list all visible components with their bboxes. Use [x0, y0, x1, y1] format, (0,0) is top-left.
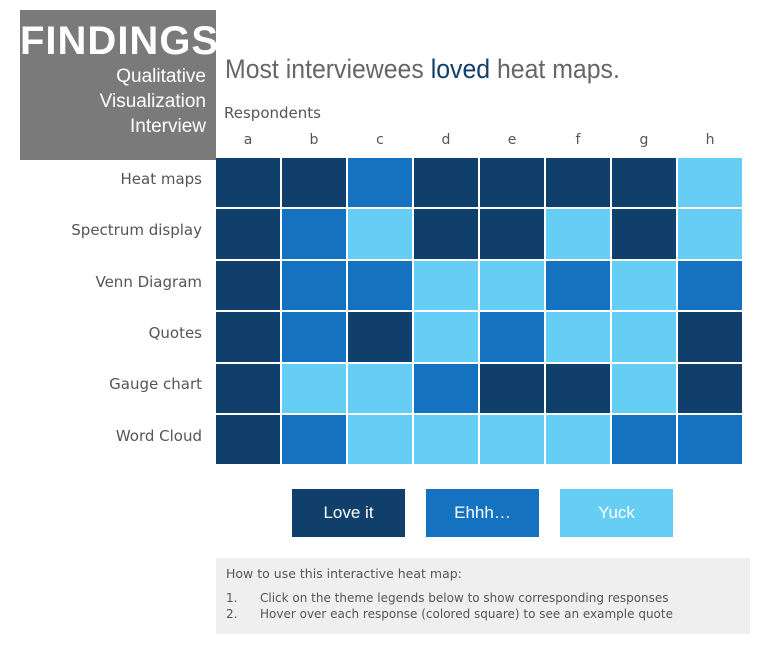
heatmap-cell-1-f[interactable] — [546, 158, 610, 208]
row-label: Heat maps — [120, 169, 203, 188]
findings-subtitle-line-2: Visualization — [99, 91, 206, 112]
column-label-h: h — [705, 132, 715, 148]
findings-panel: FINDINGS Qualitative Visualization Inter… — [20, 10, 220, 160]
row-label: Quotes — [148, 323, 202, 342]
legend-ehhh-button[interactable]: Ehhh… — [426, 489, 539, 537]
instructions-title: How to use this interactive heat map: — [226, 566, 462, 581]
heatmap-cell-4-b[interactable] — [282, 312, 346, 362]
heatmap-cell-2-c[interactable] — [348, 209, 412, 259]
headline-text-end: heat maps. — [490, 54, 620, 84]
heatmap-cell-5-a[interactable] — [216, 363, 280, 413]
column-label-c: c — [376, 132, 384, 148]
heatmap-cell-6-e[interactable] — [480, 415, 544, 465]
heatmap-cell-1-c[interactable] — [348, 158, 412, 208]
instruction-number: 2. — [226, 607, 238, 621]
row-label: Spectrum display — [71, 221, 202, 240]
heatmap-cell-4-c[interactable] — [348, 312, 412, 362]
legend-yuck-button[interactable]: Yuck — [560, 489, 673, 537]
heatmap-cell-3-h[interactable] — [678, 260, 742, 311]
column-label-g: g — [639, 132, 649, 148]
column-label-a: a — [243, 132, 253, 148]
column-label-d: d — [441, 132, 451, 148]
heatmap-cell-5-b[interactable] — [282, 363, 346, 413]
column-label-f: f — [575, 132, 581, 148]
row-label: Venn Diagram — [95, 272, 202, 291]
heatmap-cell-3-a[interactable] — [216, 260, 280, 311]
heatmap-cell-3-d[interactable] — [414, 260, 478, 311]
findings-title: FINDINGS — [20, 19, 220, 63]
heatmap-cell-5-c[interactable] — [348, 363, 412, 413]
headline-accent: loved — [430, 54, 491, 84]
row-label: Word Cloud — [115, 426, 202, 445]
heatmap-cell-6-c[interactable] — [348, 415, 412, 465]
heatmap-cell-6-a[interactable] — [216, 415, 280, 465]
heatmap-cell-2-d[interactable] — [414, 209, 478, 259]
x-axis-label: Respondents — [224, 104, 321, 122]
heatmap-cell-1-g[interactable] — [612, 158, 676, 208]
heatmap-cell-4-f[interactable] — [546, 312, 610, 362]
heatmap-cell-3-g[interactable] — [612, 260, 676, 311]
heatmap-cell-6-d[interactable] — [414, 415, 478, 465]
heatmap-cell-5-f[interactable] — [546, 363, 610, 413]
heatmap-cell-4-d[interactable] — [414, 312, 478, 362]
heatmap-cell-6-f[interactable] — [546, 415, 610, 465]
heatmap-cell-5-g[interactable] — [612, 363, 676, 413]
findings-subtitle-line-3: Interview — [129, 116, 206, 137]
heatmap-cell-3-f[interactable] — [546, 260, 610, 311]
heatmap-cell-6-b[interactable] — [282, 415, 346, 465]
heatmap-cell-4-g[interactable] — [612, 312, 676, 362]
instruction-text: Click on the theme legends below to show… — [260, 591, 669, 605]
heatmap-cell-3-c[interactable] — [348, 260, 412, 311]
headline-text-start: Most interviewees — [225, 54, 431, 84]
heatmap-cell-4-e[interactable] — [480, 312, 544, 362]
heatmap-cell-3-b[interactable] — [282, 260, 346, 311]
heatmap-cell-4-a[interactable] — [216, 312, 280, 362]
findings-subtitle-line-1: Qualitative — [116, 66, 206, 87]
heatmap-cell-6-h[interactable] — [678, 415, 742, 465]
row-label: Gauge chart — [109, 375, 202, 394]
heatmap-cell-3-e[interactable] — [480, 260, 544, 311]
heatmap-cell-4-h[interactable] — [678, 312, 742, 362]
heatmap-cell-5-d[interactable] — [414, 363, 478, 413]
instruction-item-1: 1. Click on the theme legends below to s… — [226, 590, 740, 606]
instruction-item-2: 2. Hover over each response (colored squ… — [226, 606, 740, 622]
column-label-e: e — [507, 132, 517, 148]
column-label-b: b — [309, 132, 319, 148]
heatmap-cell-2-f[interactable] — [546, 209, 610, 259]
heatmap-cell-6-g[interactable] — [612, 415, 676, 465]
legend-love-button[interactable]: Love it — [292, 489, 405, 537]
instruction-text: Hover over each response (colored square… — [260, 607, 673, 621]
heatmap-cell-2-a[interactable] — [216, 209, 280, 259]
instructions-panel: How to use this interactive heat map: 1.… — [216, 558, 750, 634]
instruction-number: 1. — [226, 591, 238, 605]
heatmap-cell-2-e[interactable] — [480, 209, 544, 259]
heatmap-cell-2-g[interactable] — [612, 209, 676, 259]
heatmap-cell-2-b[interactable] — [282, 209, 346, 259]
heatmap-cell-2-h[interactable] — [678, 209, 742, 259]
heatmap-cell-5-h[interactable] — [678, 363, 742, 413]
heatmap-cell-1-d[interactable] — [414, 158, 478, 208]
heatmap-cell-1-h[interactable] — [678, 158, 742, 208]
heatmap-cell-1-a[interactable] — [216, 158, 280, 208]
chart-headline: Most interviewees loved heat maps. — [225, 54, 620, 85]
heatmap-cell-1-e[interactable] — [480, 158, 544, 208]
heatmap-cell-5-e[interactable] — [480, 363, 544, 413]
heatmap-cell-1-b[interactable] — [282, 158, 346, 208]
